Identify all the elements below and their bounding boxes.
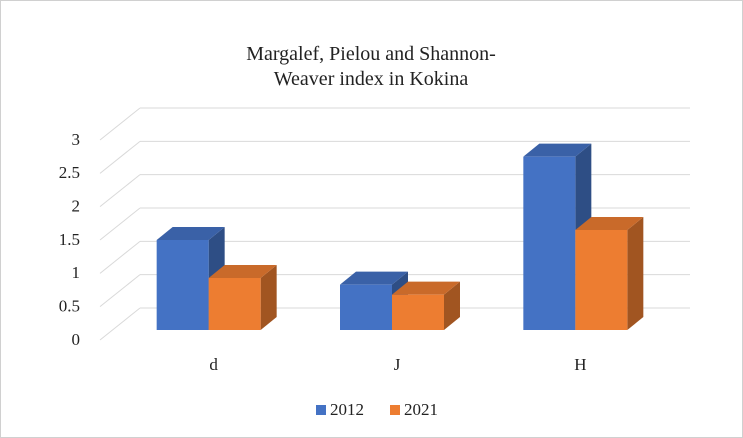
bar-side (627, 217, 644, 330)
bar-side (444, 281, 460, 330)
y-tick-label: 2 (72, 197, 81, 216)
x-tick-label: H (574, 355, 586, 374)
y-tick-label: 3 (72, 130, 81, 149)
bar-side (260, 265, 277, 330)
bar-front (575, 230, 628, 330)
y-tick-label: 0 (72, 330, 81, 349)
legend-label: 2021 (404, 400, 438, 419)
legend-swatch (390, 405, 400, 415)
bar-top (523, 143, 592, 157)
grid-line-side (99, 107, 141, 141)
grid-line-side (99, 207, 141, 241)
bar (208, 265, 277, 330)
bar-top (208, 265, 277, 278)
bar-front (523, 156, 576, 330)
grid-line-side (99, 274, 141, 308)
y-tick-label: 1.5 (59, 230, 80, 249)
bar (392, 281, 460, 330)
x-tick-label: d (209, 355, 218, 374)
y-tick-label: 2.5 (59, 163, 80, 182)
bar-front (156, 240, 209, 330)
bar-top (575, 217, 644, 230)
bar-top (156, 227, 225, 240)
bar-top (340, 271, 408, 285)
y-tick-label: 1 (72, 263, 81, 282)
y-tick-label: 0.5 (59, 297, 80, 316)
legend-swatch (316, 405, 326, 415)
bar-top (392, 281, 460, 295)
bar-front (392, 294, 444, 330)
grid-line-side (99, 174, 141, 208)
grid-line-side (99, 307, 141, 341)
grid-line-side (99, 240, 141, 274)
legend-label: 2012 (330, 400, 364, 419)
grid-line-side (99, 140, 141, 174)
chart-title: Margalef, Pielou and Shannon-Weaver inde… (246, 43, 496, 90)
bar-front (208, 278, 261, 330)
x-tick-label: J (394, 355, 401, 374)
bar (575, 217, 644, 330)
bar-front (340, 284, 392, 330)
